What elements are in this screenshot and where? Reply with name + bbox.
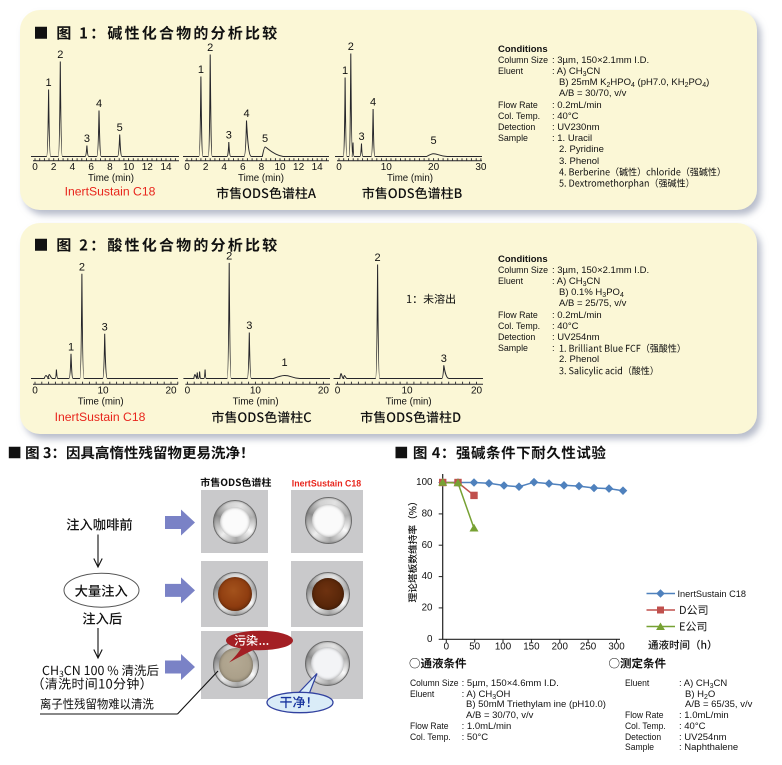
svg-text:5: 5	[117, 122, 123, 134]
svg-text:InertSustain C18: InertSustain C18	[292, 479, 362, 489]
svg-text:150: 150	[523, 642, 540, 653]
svg-text:0: 0	[444, 642, 450, 653]
svg-text:10: 10	[401, 386, 413, 397]
svg-text:4: 4	[243, 108, 249, 120]
svg-text:3: 3	[226, 130, 232, 142]
svg-text:0: 0	[32, 162, 38, 173]
svg-text:10: 10	[97, 386, 109, 397]
svg-text:Time (min): Time (min)	[78, 396, 124, 407]
svg-text:0: 0	[336, 162, 342, 173]
svg-text:Time (min): Time (min)	[238, 173, 284, 184]
svg-text:30: 30	[475, 162, 487, 173]
svg-text:80: 80	[422, 509, 433, 520]
svg-text:10: 10	[381, 162, 393, 173]
svg-text:0: 0	[184, 162, 190, 173]
svg-text:10: 10	[250, 386, 262, 397]
svg-text:2: 2	[203, 162, 209, 173]
svg-text:4: 4	[96, 98, 102, 110]
svg-text:6: 6	[88, 162, 94, 173]
svg-text:3: 3	[358, 131, 364, 143]
svg-text:3: 3	[441, 353, 447, 365]
svg-text:200: 200	[552, 642, 569, 653]
svg-text:3: 3	[246, 320, 252, 332]
svg-text:60: 60	[422, 540, 433, 551]
svg-text:6: 6	[240, 162, 246, 173]
svg-text:12: 12	[293, 162, 305, 173]
svg-text:20: 20	[428, 162, 440, 173]
svg-text:1: 1	[68, 341, 74, 353]
svg-text:0: 0	[427, 634, 433, 645]
svg-text:20: 20	[165, 386, 177, 397]
svg-text:14: 14	[160, 162, 172, 173]
svg-text:12: 12	[142, 162, 154, 173]
svg-text:Time (min): Time (min)	[88, 173, 134, 184]
svg-text:Time (min): Time (min)	[233, 396, 279, 407]
svg-text:0: 0	[185, 386, 191, 397]
svg-text:2: 2	[375, 252, 381, 264]
svg-text:3: 3	[102, 321, 108, 333]
svg-text:2: 2	[226, 250, 232, 262]
svg-text:14: 14	[312, 162, 324, 173]
svg-text:2: 2	[348, 41, 354, 53]
svg-text:3: 3	[84, 133, 90, 145]
svg-text:10: 10	[274, 162, 286, 173]
svg-text:5: 5	[262, 133, 268, 145]
svg-text:1: 1	[198, 64, 204, 76]
svg-text:5: 5	[431, 135, 437, 147]
svg-text:4: 4	[70, 162, 76, 173]
svg-text:300: 300	[608, 642, 625, 653]
svg-text:InertSustain C18: InertSustain C18	[65, 185, 156, 199]
svg-text:8: 8	[259, 162, 265, 173]
svg-text:10: 10	[123, 162, 135, 173]
svg-text:Time (min): Time (min)	[386, 396, 432, 407]
svg-text:2: 2	[57, 49, 63, 61]
svg-text:0: 0	[32, 386, 38, 397]
svg-text:40: 40	[422, 571, 433, 582]
svg-text:InertSustain C18: InertSustain C18	[678, 589, 746, 599]
svg-text:2: 2	[51, 162, 57, 173]
svg-text:50: 50	[469, 642, 480, 653]
svg-text:1: 1	[282, 357, 288, 369]
svg-text:8: 8	[107, 162, 113, 173]
svg-text:Time (min): Time (min)	[387, 173, 433, 184]
svg-text:20: 20	[318, 386, 330, 397]
svg-text:InertSustain C18: InertSustain C18	[55, 410, 146, 424]
svg-text:1: 1	[342, 65, 348, 77]
svg-text:100: 100	[495, 642, 512, 653]
svg-text:2: 2	[79, 261, 85, 273]
svg-text:100: 100	[416, 477, 433, 488]
svg-text:2: 2	[207, 42, 213, 54]
svg-text:1: 1	[46, 77, 52, 89]
svg-text:4: 4	[370, 97, 376, 109]
svg-text:20: 20	[422, 603, 433, 614]
svg-text:250: 250	[580, 642, 597, 653]
svg-text:20: 20	[471, 386, 483, 397]
svg-text:0: 0	[335, 386, 341, 397]
svg-text:4: 4	[221, 162, 227, 173]
